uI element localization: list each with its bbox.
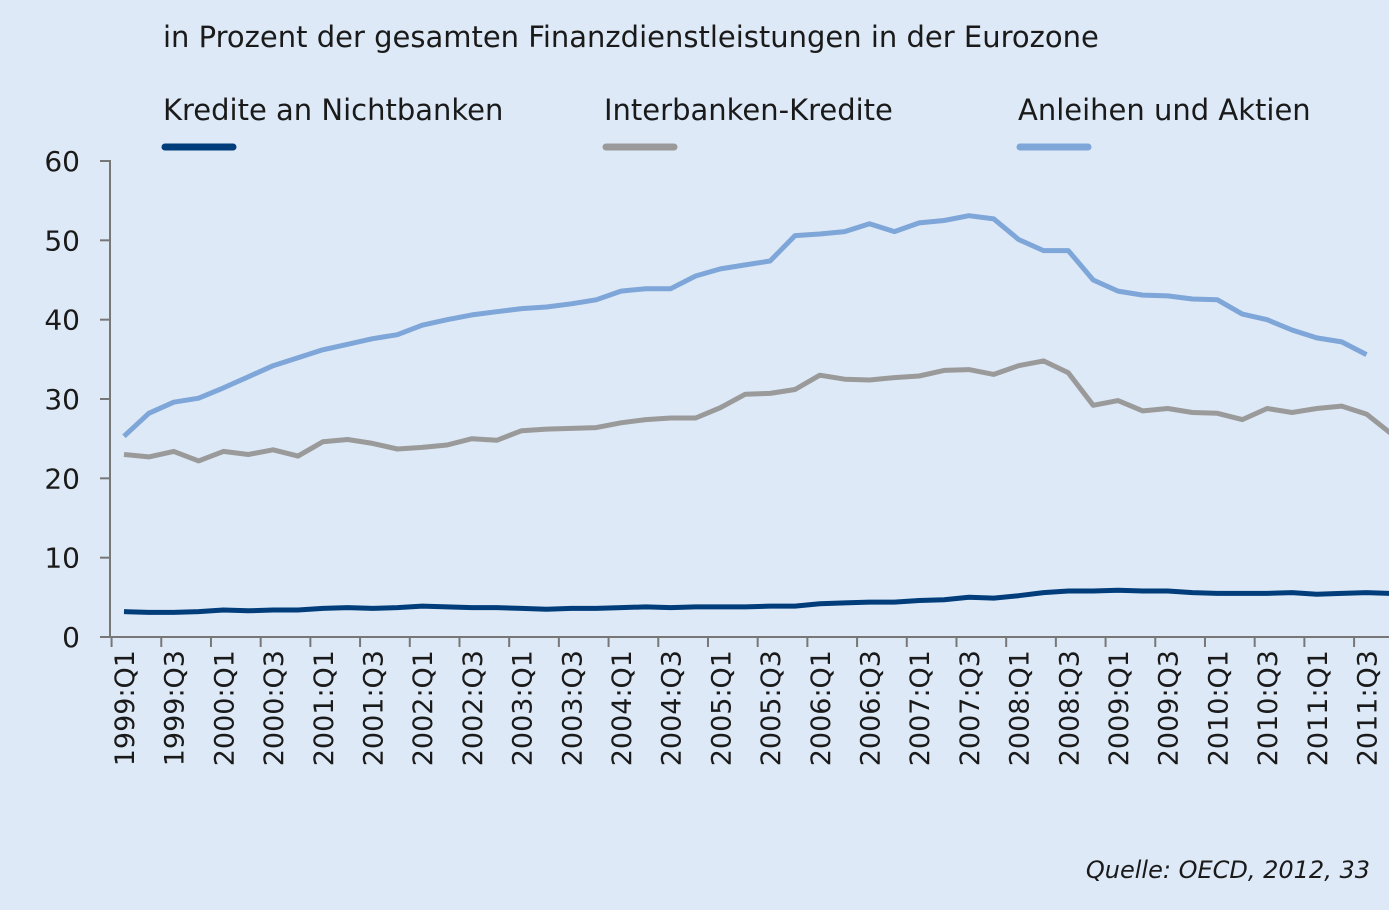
x-tick-label: 2005:Q1 (706, 650, 737, 766)
chart-subtitle: in Prozent der gesamten Finanzdienstleis… (163, 20, 1099, 54)
x-tick-label: 2001:Q1 (309, 650, 340, 766)
x-tick-label: 1999:Q3 (160, 650, 191, 766)
series-line (122, 213, 1368, 439)
y-tick-label: 0 (62, 621, 80, 654)
x-tick-label: 2011:Q1 (1303, 650, 1334, 766)
x-tick-label: 2008:Q3 (1054, 650, 1085, 766)
x-tick-label: 2001:Q3 (359, 650, 390, 766)
y-tick-label: 60 (44, 145, 80, 178)
x-tick-label: 2007:Q1 (905, 650, 936, 766)
legend-label: Kredite an Nichtbanken (163, 93, 503, 127)
x-tick-label: 2003:Q3 (557, 650, 588, 766)
x-tick-label: 2004:Q1 (607, 650, 638, 766)
x-tick-label: 2005:Q3 (756, 650, 787, 766)
y-tick-label: 10 (44, 542, 80, 575)
x-tick-label: 2000:Q1 (209, 650, 240, 766)
x-tick-label: 2010:Q1 (1203, 650, 1234, 766)
x-tick-label: 2008:Q1 (1005, 650, 1036, 766)
x-tick-label: 2000:Q3 (259, 650, 290, 766)
x-tick-label: 2007:Q3 (955, 650, 986, 766)
x-tick-label: 2002:Q3 (458, 650, 489, 766)
y-tick-label: 50 (44, 224, 80, 257)
x-tick-label: 2003:Q1 (508, 650, 539, 766)
x-tick-label: 2004:Q3 (657, 650, 688, 766)
x-tick-label: 2011:Q3 (1353, 650, 1384, 766)
x-tick-label: 2010:Q3 (1253, 650, 1284, 766)
series-line (123, 358, 1389, 464)
source: Quelle: OECD, 2012, 33 (1086, 856, 1370, 884)
y-tick-label: 30 (44, 383, 80, 416)
x-tick-label: 2002:Q1 (408, 650, 439, 766)
x-tick-label: 2006:Q3 (856, 650, 887, 766)
x-tick-label: 1999:Q1 (110, 650, 141, 766)
series-line (123, 587, 1389, 615)
legend-label: Anleihen und Aktien (1018, 93, 1311, 127)
x-tick-label: 2006:Q1 (806, 650, 837, 766)
x-tick-label: 2009:Q3 (1154, 650, 1185, 766)
y-tick-label: 40 (44, 304, 80, 337)
y-tick-label: 20 (44, 462, 80, 495)
legend-label: Interbanken-Kredite (604, 93, 893, 127)
x-tick-label: 2009:Q1 (1104, 650, 1135, 766)
